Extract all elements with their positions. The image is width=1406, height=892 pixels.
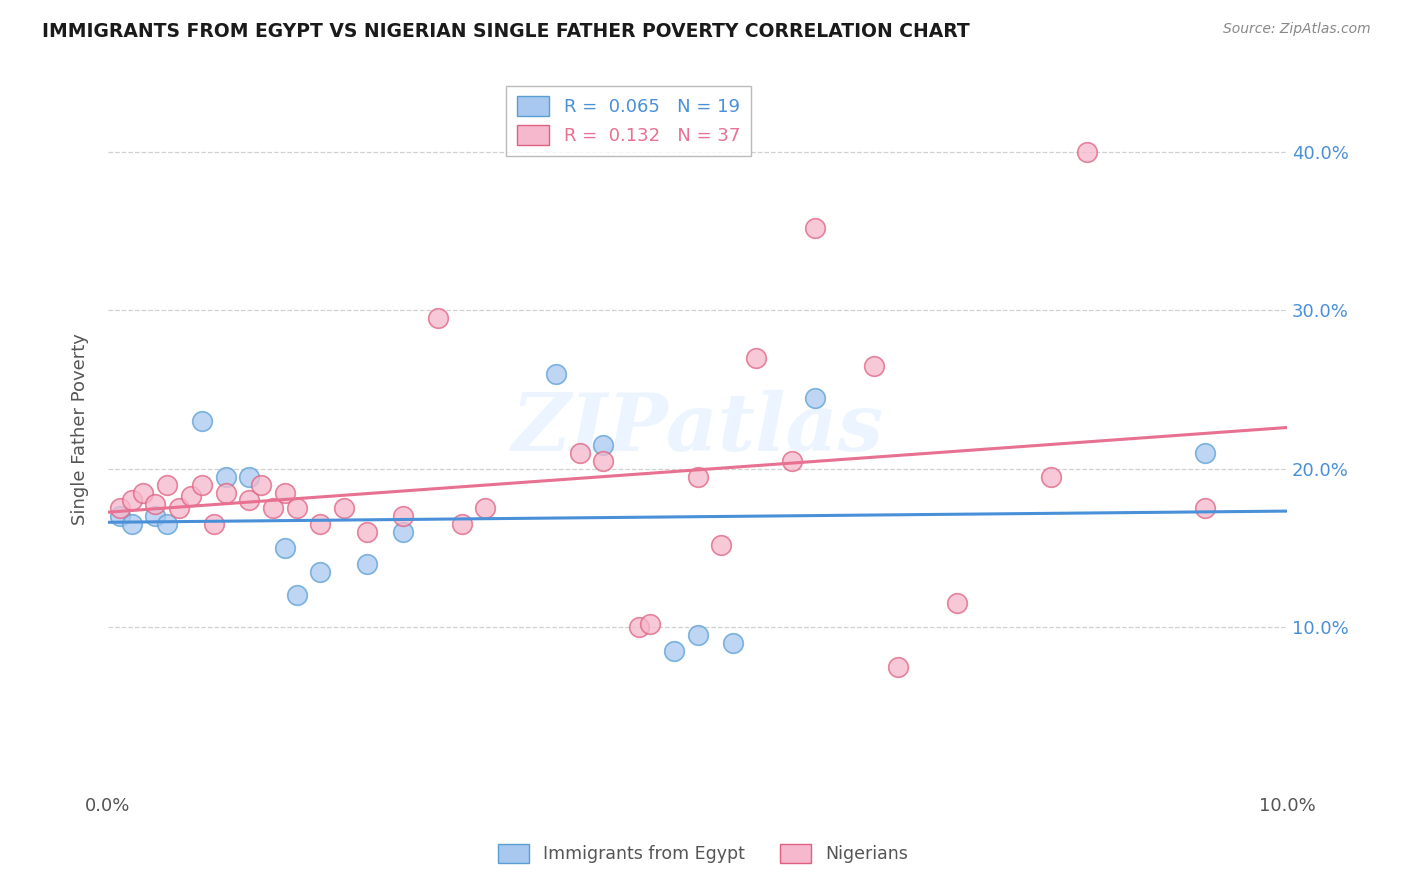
Point (143, 509, 166, 524)
Text: ZIPatlas: ZIPatlas (512, 391, 883, 468)
Point (804, 221, 827, 235)
Point (156, 517, 179, 532)
Point (356, 525, 378, 540)
Point (568, 446, 591, 460)
Point (309, 517, 332, 532)
Point (285, 589, 308, 603)
Point (108, 501, 131, 516)
Point (333, 501, 356, 516)
Point (274, 541, 297, 555)
Point (132, 485, 155, 500)
Point (167, 501, 190, 516)
Point (180, 489, 202, 503)
Point (863, 359, 886, 373)
Point (262, 501, 284, 516)
Point (391, 509, 413, 524)
Point (238, 469, 260, 483)
Point (121, 493, 143, 508)
Point (285, 501, 308, 516)
Point (474, 501, 496, 516)
Point (238, 493, 260, 508)
Point (710, 538, 733, 552)
Point (721, 636, 744, 650)
Point (108, 509, 131, 524)
Y-axis label: Single Father Poverty: Single Father Poverty (72, 334, 89, 525)
Point (391, 525, 413, 540)
Point (250, 477, 273, 491)
Point (427, 311, 450, 326)
Point (780, 454, 803, 468)
Point (946, 596, 969, 610)
Point (274, 485, 297, 500)
Point (686, 628, 709, 642)
Point (121, 517, 143, 532)
Point (887, 659, 910, 673)
Point (450, 517, 472, 532)
Legend: R =  0.065   N = 19, R =  0.132   N = 37: R = 0.065 N = 19, R = 0.132 N = 37 (506, 86, 751, 156)
Point (592, 438, 614, 452)
Point (745, 351, 768, 365)
Point (191, 477, 214, 491)
Point (627, 620, 650, 634)
Point (156, 477, 179, 491)
Point (215, 485, 238, 500)
Point (686, 469, 709, 483)
Point (804, 391, 827, 405)
Point (544, 367, 567, 381)
Point (1076, 145, 1098, 160)
Point (662, 644, 685, 658)
Point (215, 469, 238, 483)
Point (640, 617, 662, 632)
Point (191, 414, 214, 428)
Text: IMMIGRANTS FROM EGYPT VS NIGERIAN SINGLE FATHER POVERTY CORRELATION CHART: IMMIGRANTS FROM EGYPT VS NIGERIAN SINGLE… (42, 22, 970, 41)
Point (1194, 501, 1216, 516)
Point (1194, 446, 1216, 460)
Point (356, 557, 378, 571)
Point (592, 454, 614, 468)
Text: Source: ZipAtlas.com: Source: ZipAtlas.com (1223, 22, 1371, 37)
Point (143, 497, 166, 511)
Point (309, 565, 332, 579)
Legend: Immigrants from Egypt, Nigerians: Immigrants from Egypt, Nigerians (491, 837, 915, 870)
Point (1040, 469, 1063, 483)
Point (202, 517, 225, 532)
